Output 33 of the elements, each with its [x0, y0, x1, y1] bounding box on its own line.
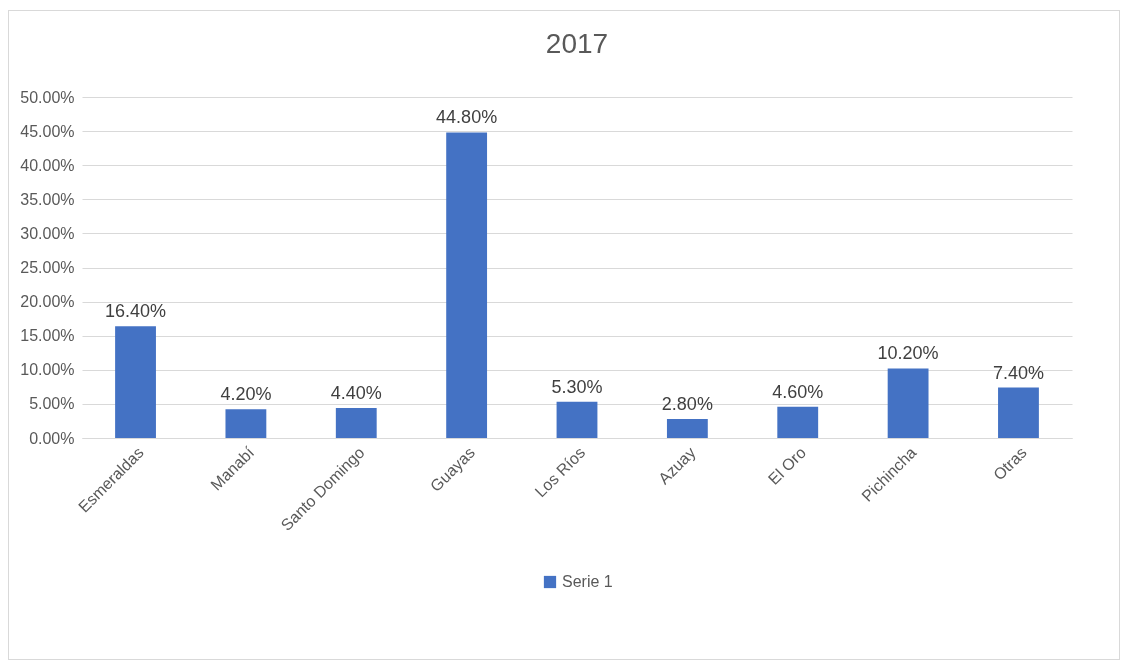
bar	[887, 368, 929, 438]
bar	[115, 326, 156, 438]
y-tick-label: 5.00%	[29, 395, 75, 413]
data-label: 10.20%	[877, 343, 939, 364]
y-tick-label: 15.00%	[20, 327, 75, 345]
y-tick-label: 25.00%	[20, 259, 75, 276]
bar	[225, 409, 267, 438]
bar	[666, 418, 708, 438]
data-label: 4.60%	[772, 381, 824, 402]
data-label: 5.30%	[551, 376, 603, 397]
data-label: 16.40%	[105, 301, 167, 322]
bar	[446, 132, 488, 438]
data-label: 2.80%	[661, 393, 713, 414]
x-tick-label: El Oro	[764, 443, 810, 488]
data-label: 7.40%	[992, 362, 1044, 383]
legend-label: Serie 1	[562, 573, 613, 590]
y-tick-label: 35.00%	[20, 190, 75, 208]
chart-title: 2017	[545, 28, 609, 59]
y-tick-label: 20.00%	[20, 293, 75, 311]
y-tick-label: 45.00%	[20, 122, 75, 140]
bar	[777, 406, 819, 438]
data-label: 44.80%	[436, 107, 498, 128]
bar	[998, 387, 1039, 438]
bar	[556, 401, 598, 438]
y-tick-label: 50.00%	[20, 88, 75, 106]
data-label: 4.40%	[330, 382, 382, 403]
data-label: 4.20%	[220, 384, 272, 405]
y-tick-label: 40.00%	[20, 156, 75, 174]
x-tick-label: Los Ríos	[531, 443, 589, 501]
y-tick-label: 30.00%	[20, 224, 75, 242]
y-tick-label: 0.00%	[29, 429, 75, 447]
y-tick-label: 10.00%	[20, 361, 75, 379]
bar	[335, 407, 377, 438]
